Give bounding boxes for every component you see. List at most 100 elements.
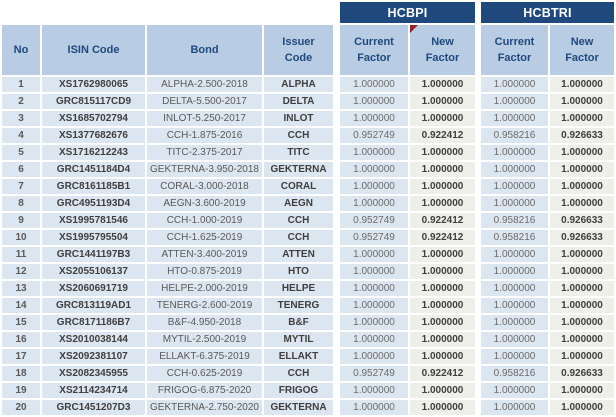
cell-hcbtri-current-factor[interactable]: 1.000000 xyxy=(481,400,550,417)
cell-no[interactable]: 8 xyxy=(2,196,42,213)
cell-isin-code[interactable]: GRC1451207D3 xyxy=(42,400,147,417)
cell-hcbpi-current-factor[interactable]: 1.000000 xyxy=(340,247,410,264)
cell-hcbtri-new-factor[interactable]: 1.000000 xyxy=(550,400,616,417)
cell-no[interactable]: 16 xyxy=(2,332,42,349)
cell-hcbpi-new-factor[interactable]: 1.000000 xyxy=(410,77,477,94)
cell-hcbpi-new-factor[interactable]: 1.000000 xyxy=(410,400,477,417)
cell-hcbtri-new-factor[interactable]: 1.000000 xyxy=(550,162,616,179)
cell-hcbpi-current-factor[interactable]: 1.000000 xyxy=(340,315,410,332)
cell-bond[interactable]: FRIGOG-6.875-2020 xyxy=(147,383,264,400)
cell-issuer-code[interactable]: TENERG xyxy=(264,298,335,315)
cell-hcbpi-current-factor[interactable]: 1.000000 xyxy=(340,281,410,298)
cell-hcbpi-new-factor[interactable]: 0.922412 xyxy=(410,230,477,247)
cell-bond[interactable]: AEGN-3.600-2019 xyxy=(147,196,264,213)
column-header-hcbtri-new-factor[interactable]: New Factor xyxy=(550,25,616,77)
cell-issuer-code[interactable]: MYTIL xyxy=(264,332,335,349)
cell-no[interactable]: 11 xyxy=(2,247,42,264)
cell-no[interactable]: 2 xyxy=(2,94,42,111)
cell-hcbpi-new-factor[interactable]: 0.922412 xyxy=(410,213,477,230)
cell-hcbtri-new-factor[interactable]: 1.000000 xyxy=(550,94,616,111)
cell-isin-code[interactable]: GRC815117CD9 xyxy=(42,94,147,111)
cell-isin-code[interactable]: XS2060691719 xyxy=(42,281,147,298)
cell-isin-code[interactable]: GRC813119AD1 xyxy=(42,298,147,315)
cell-hcbpi-current-factor[interactable]: 1.000000 xyxy=(340,145,410,162)
cell-hcbtri-current-factor[interactable]: 1.000000 xyxy=(481,332,550,349)
cell-bond[interactable]: INLOT-5.250-2017 xyxy=(147,111,264,128)
column-header-hcbpi-new-factor[interactable]: New Factor xyxy=(410,25,477,77)
cell-hcbtri-current-factor[interactable]: 1.000000 xyxy=(481,383,550,400)
cell-hcbpi-current-factor[interactable]: 1.000000 xyxy=(340,94,410,111)
cell-bond[interactable]: ELLAKT-6.375-2019 xyxy=(147,349,264,366)
cell-hcbtri-current-factor[interactable]: 1.000000 xyxy=(481,264,550,281)
cell-hcbpi-new-factor[interactable]: 1.000000 xyxy=(410,94,477,111)
cell-hcbtri-current-factor[interactable]: 1.000000 xyxy=(481,247,550,264)
cell-bond[interactable]: MYTIL-2.500-2019 xyxy=(147,332,264,349)
cell-isin-code[interactable]: GRC8171186B7 xyxy=(42,315,147,332)
cell-isin-code[interactable]: GRC4951193D4 xyxy=(42,196,147,213)
cell-hcbpi-new-factor[interactable]: 1.000000 xyxy=(410,111,477,128)
cell-hcbpi-current-factor[interactable]: 0.952749 xyxy=(340,213,410,230)
cell-hcbtri-current-factor[interactable]: 1.000000 xyxy=(481,349,550,366)
cell-issuer-code[interactable]: CCH xyxy=(264,366,335,383)
cell-no[interactable]: 6 xyxy=(2,162,42,179)
column-header-hcbpi-current-factor[interactable]: Current Factor xyxy=(340,25,410,77)
cell-hcbtri-current-factor[interactable]: 1.000000 xyxy=(481,77,550,94)
cell-isin-code[interactable]: XS1995781546 xyxy=(42,213,147,230)
cell-hcbtri-current-factor[interactable]: 0.958216 xyxy=(481,366,550,383)
cell-bond[interactable]: CORAL-3.000-2018 xyxy=(147,179,264,196)
cell-isin-code[interactable]: XS1762980065 xyxy=(42,77,147,94)
cell-bond[interactable]: B&F-4.950-2018 xyxy=(147,315,264,332)
column-header-no[interactable]: No xyxy=(2,25,42,77)
cell-bond[interactable]: HTO-0.875-2019 xyxy=(147,264,264,281)
cell-no[interactable]: 12 xyxy=(2,264,42,281)
cell-no[interactable]: 3 xyxy=(2,111,42,128)
cell-hcbpi-new-factor[interactable]: 1.000000 xyxy=(410,179,477,196)
cell-hcbtri-new-factor[interactable]: 1.000000 xyxy=(550,332,616,349)
cell-bond[interactable]: CCH-1.625-2019 xyxy=(147,230,264,247)
cell-hcbtri-current-factor[interactable]: 1.000000 xyxy=(481,298,550,315)
cell-isin-code[interactable]: GRC1441197B3 xyxy=(42,247,147,264)
cell-hcbtri-current-factor[interactable]: 1.000000 xyxy=(481,179,550,196)
cell-hcbtri-new-factor[interactable]: 0.926633 xyxy=(550,128,616,145)
cell-isin-code[interactable]: XS1377682676 xyxy=(42,128,147,145)
cell-hcbpi-current-factor[interactable]: 0.952749 xyxy=(340,366,410,383)
cell-no[interactable]: 19 xyxy=(2,383,42,400)
cell-issuer-code[interactable]: TITC xyxy=(264,145,335,162)
cell-isin-code[interactable]: XS1685702794 xyxy=(42,111,147,128)
cell-bond[interactable]: ALPHA-2.500-2018 xyxy=(147,77,264,94)
cell-isin-code[interactable]: XS2114234714 xyxy=(42,383,147,400)
cell-isin-code[interactable]: XS1995795504 xyxy=(42,230,147,247)
cell-hcbtri-new-factor[interactable]: 1.000000 xyxy=(550,383,616,400)
cell-hcbtri-current-factor[interactable]: 1.000000 xyxy=(481,315,550,332)
cell-hcbtri-current-factor[interactable]: 1.000000 xyxy=(481,162,550,179)
cell-issuer-code[interactable]: ATTEN xyxy=(264,247,335,264)
cell-hcbtri-new-factor[interactable]: 1.000000 xyxy=(550,179,616,196)
cell-issuer-code[interactable]: GEKTERNA xyxy=(264,400,335,417)
cell-hcbpi-new-factor[interactable]: 1.000000 xyxy=(410,281,477,298)
cell-hcbpi-current-factor[interactable]: 1.000000 xyxy=(340,179,410,196)
cell-bond[interactable]: CCH-1.875-2016 xyxy=(147,128,264,145)
cell-hcbtri-new-factor[interactable]: 1.000000 xyxy=(550,247,616,264)
cell-hcbpi-new-factor[interactable]: 1.000000 xyxy=(410,264,477,281)
column-header-isin-code[interactable]: ISIN Code xyxy=(42,25,147,77)
cell-hcbtri-current-factor[interactable]: 1.000000 xyxy=(481,111,550,128)
cell-bond[interactable]: CCH-1.000-2019 xyxy=(147,213,264,230)
cell-no[interactable]: 9 xyxy=(2,213,42,230)
cell-no[interactable]: 7 xyxy=(2,179,42,196)
cell-issuer-code[interactable]: GEKTERNA xyxy=(264,162,335,179)
group-header-hcbtri[interactable]: HCBTRI xyxy=(481,0,616,25)
cell-issuer-code[interactable]: DELTA xyxy=(264,94,335,111)
column-header-bond[interactable]: Bond xyxy=(147,25,264,77)
cell-hcbtri-current-factor[interactable]: 1.000000 xyxy=(481,145,550,162)
cell-issuer-code[interactable]: HELPE xyxy=(264,281,335,298)
cell-isin-code[interactable]: XS2010038144 xyxy=(42,332,147,349)
cell-hcbpi-current-factor[interactable]: 1.000000 xyxy=(340,264,410,281)
cell-hcbpi-current-factor[interactable]: 1.000000 xyxy=(340,332,410,349)
cell-hcbpi-current-factor[interactable]: 1.000000 xyxy=(340,196,410,213)
cell-isin-code[interactable]: XS2092381107 xyxy=(42,349,147,366)
cell-no[interactable]: 10 xyxy=(2,230,42,247)
cell-hcbpi-current-factor[interactable]: 0.952749 xyxy=(340,128,410,145)
cell-hcbpi-new-factor[interactable]: 1.000000 xyxy=(410,196,477,213)
cell-no[interactable]: 18 xyxy=(2,366,42,383)
cell-bond[interactable]: GEKTERNA-3.950-2018 xyxy=(147,162,264,179)
